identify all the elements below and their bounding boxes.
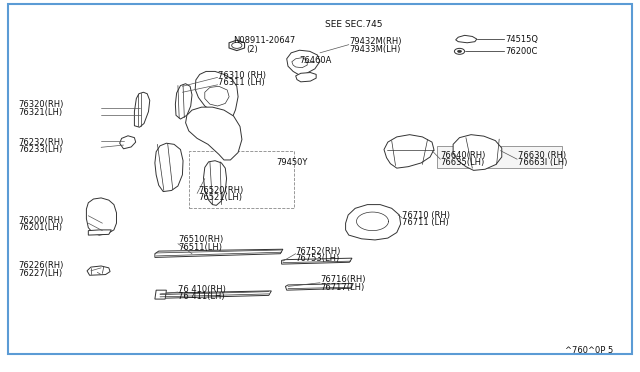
Polygon shape (282, 258, 352, 264)
Bar (437, 146, 562, 168)
Text: 76752(RH): 76752(RH) (296, 247, 341, 256)
Polygon shape (88, 230, 111, 235)
Text: 76227(LH): 76227(LH) (18, 269, 62, 278)
Text: ^760^0P 5: ^760^0P 5 (565, 346, 613, 355)
Polygon shape (155, 143, 183, 192)
Text: 76520(RH): 76520(RH) (198, 186, 244, 195)
Text: 79433M(LH): 79433M(LH) (349, 45, 400, 54)
Text: (2): (2) (246, 45, 258, 54)
Text: 76200C: 76200C (506, 47, 538, 56)
Text: 76510(RH): 76510(RH) (178, 235, 223, 244)
Text: 74515Q: 74515Q (506, 35, 539, 44)
Circle shape (458, 50, 461, 52)
Text: 76511(LH): 76511(LH) (178, 243, 222, 252)
Polygon shape (204, 161, 227, 205)
Text: 76663l (LH): 76663l (LH) (518, 158, 568, 167)
Text: 76717(LH): 76717(LH) (320, 283, 364, 292)
Polygon shape (87, 266, 110, 275)
Polygon shape (186, 107, 242, 160)
Polygon shape (285, 283, 353, 290)
Text: 76311 (LH): 76311 (LH) (218, 78, 264, 87)
Circle shape (232, 42, 242, 48)
Polygon shape (456, 35, 477, 43)
Polygon shape (155, 290, 166, 299)
Text: 79450Y: 79450Y (276, 158, 308, 167)
Text: 76201(LH): 76201(LH) (18, 223, 62, 232)
Polygon shape (346, 205, 401, 240)
Polygon shape (296, 73, 316, 82)
Polygon shape (120, 136, 136, 149)
Text: 76 411(LH): 76 411(LH) (178, 292, 225, 301)
Circle shape (454, 48, 465, 54)
Polygon shape (175, 84, 192, 119)
Polygon shape (86, 198, 116, 235)
Text: 76753(LH): 76753(LH) (296, 254, 340, 263)
Text: 76460A: 76460A (300, 56, 332, 65)
Polygon shape (287, 50, 320, 75)
Polygon shape (134, 92, 150, 127)
Text: 76233(LH): 76233(LH) (18, 145, 62, 154)
Text: 79432M(RH): 79432M(RH) (349, 37, 401, 46)
Text: 76521(LH): 76521(LH) (198, 193, 243, 202)
Text: 76232(RH): 76232(RH) (18, 138, 63, 147)
Text: SEE SEC.745: SEE SEC.745 (325, 20, 383, 29)
Bar (189, 151, 294, 208)
Text: 76710 (RH): 76710 (RH) (402, 211, 450, 219)
Polygon shape (453, 135, 502, 170)
Text: 76640(RH): 76640(RH) (440, 151, 486, 160)
Text: 76 410(RH): 76 410(RH) (178, 285, 226, 294)
Text: N08911-20647: N08911-20647 (234, 36, 296, 45)
Text: 76635(LH): 76635(LH) (440, 158, 484, 167)
Text: 76320(RH): 76320(RH) (18, 100, 63, 109)
Text: 76630 (RH): 76630 (RH) (518, 151, 566, 160)
Polygon shape (157, 291, 271, 298)
Text: 76310 (RH): 76310 (RH) (218, 71, 266, 80)
Text: 76226(RH): 76226(RH) (18, 262, 63, 270)
Polygon shape (195, 71, 238, 119)
Polygon shape (292, 58, 307, 68)
Polygon shape (205, 86, 229, 106)
Text: 76711 (LH): 76711 (LH) (402, 218, 449, 227)
Text: 76321(LH): 76321(LH) (18, 108, 62, 117)
Circle shape (291, 59, 304, 66)
Polygon shape (384, 135, 434, 168)
Polygon shape (155, 249, 283, 257)
Text: 76200(RH): 76200(RH) (18, 216, 63, 225)
Text: 76716(RH): 76716(RH) (320, 275, 365, 284)
